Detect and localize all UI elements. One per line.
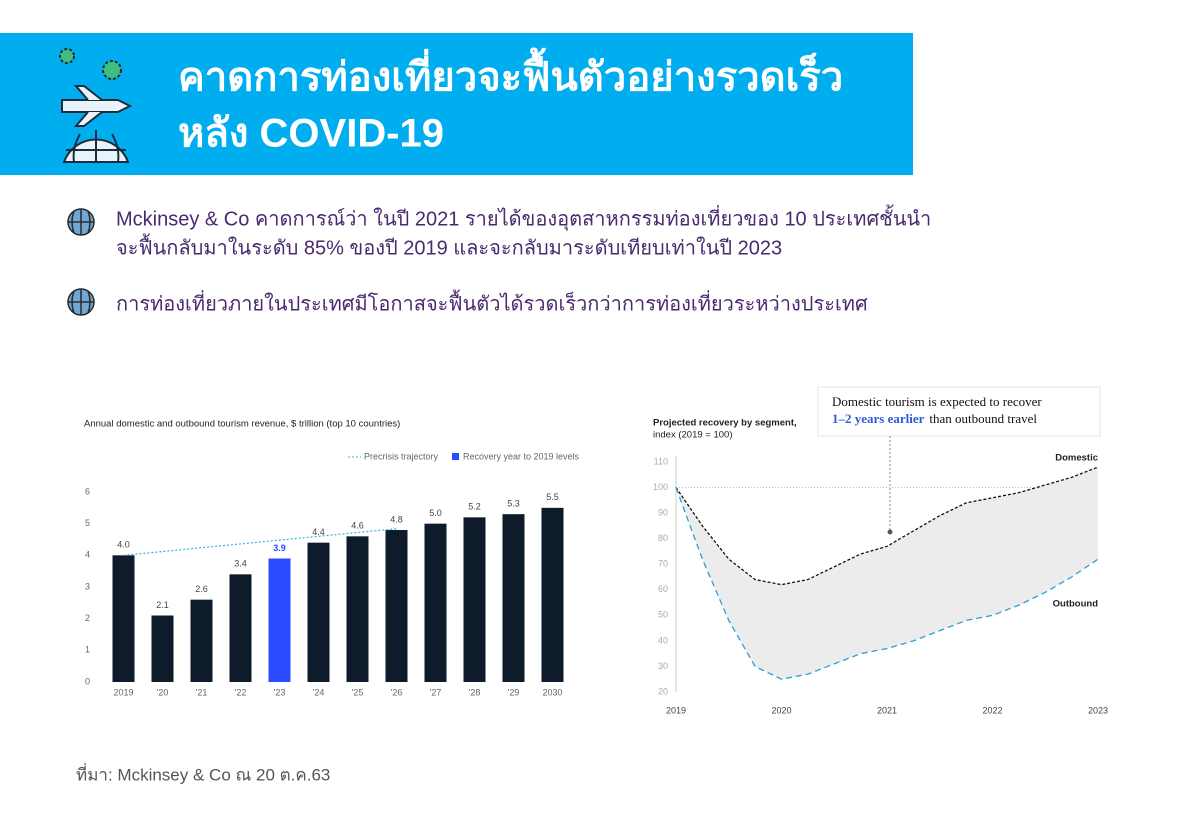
y-tick-label: 0 [85, 676, 90, 686]
value-label: 4.4 [312, 527, 325, 537]
y-tick-label: 110 [654, 456, 668, 466]
series-line [675, 487, 1099, 680]
x-tick-label: 2030 [542, 687, 562, 697]
title-line: หลัง COVID-19 [178, 112, 444, 156]
value-label: 4.6 [351, 521, 364, 531]
bar [112, 555, 135, 682]
y-tick-label: 5 [85, 518, 90, 528]
bar [151, 615, 174, 682]
annotation: Domestic tourism is expected to recover [832, 394, 1042, 409]
bullet-icon [67, 288, 95, 316]
legend-label: Recovery year to 2019 levels [463, 451, 580, 461]
x-tick-label: '22 [235, 687, 247, 697]
header-icon [59, 48, 133, 163]
bar [346, 536, 369, 682]
series-line [675, 466, 1099, 586]
x-tick-label: 2021 [877, 705, 897, 715]
x-tick-label: '28 [469, 687, 481, 697]
bar [307, 542, 330, 682]
bar [229, 574, 252, 682]
x-tick-label: '25 [352, 687, 364, 697]
annotation-emphasis: 1–2 years earlier [832, 411, 925, 426]
y-tick-label: 80 [658, 533, 668, 543]
header-band [0, 33, 913, 175]
y-tick-label: 40 [658, 635, 668, 645]
value-label: 2.6 [195, 584, 208, 594]
value-label: 5.5 [546, 492, 559, 502]
x-tick-label: '23 [274, 687, 286, 697]
bullet-text: Mckinsey & Co คาดการณ์ว่า ในปี 2021 รายไ… [116, 204, 931, 231]
x-tick-label: 2020 [771, 705, 791, 715]
value-label: 5.3 [507, 499, 520, 509]
bar [424, 523, 447, 682]
trajectory-line [123, 528, 397, 556]
value-label: 4.0 [117, 540, 130, 550]
y-tick-label: 20 [658, 686, 668, 696]
value-label: 3.4 [234, 559, 247, 569]
bullet-icon [67, 208, 95, 236]
legend-label: Precrisis trajectory [364, 451, 439, 461]
chart-title: Annual domestic and outbound tourism rev… [84, 419, 400, 430]
bullet-text: จะฟื้นกลับมาในระดับ 85% ของปี 2019 และจะ… [116, 233, 782, 259]
annotation: than outbound travel [929, 411, 1037, 426]
source: ที่มา: Mckinsey & Co ณ 20 ต.ค.63 [76, 762, 330, 784]
x-tick-label: 2019 [113, 687, 133, 697]
y-tick-label: 2 [85, 613, 90, 623]
x-tick-label: '26 [391, 687, 403, 697]
y-tick-label: 3 [85, 581, 90, 591]
value-label: 4.8 [390, 514, 403, 524]
y-tick-label: 50 [658, 610, 668, 620]
bar [190, 599, 213, 682]
x-tick-label: 2022 [982, 705, 1002, 715]
x-tick-label: 2023 [1088, 705, 1108, 715]
bar [385, 530, 408, 682]
y-tick-label: 4 [85, 550, 90, 560]
y-tick-label: 1 [85, 645, 90, 655]
chart-title: Projected recovery by segment, [653, 418, 797, 429]
series-label: Domestic [1055, 453, 1098, 464]
x-tick-label: '21 [196, 687, 208, 697]
value-label: 5.2 [468, 502, 481, 512]
bullet-text: การท่องเที่ยวภายในประเทศมีโอกาสจะฟื้นตัว… [116, 289, 868, 315]
value-label: 5.0 [429, 508, 442, 518]
chart-subtitle: index (2019 = 100) [653, 430, 733, 441]
x-tick-label: '20 [157, 687, 169, 697]
y-tick-label: 60 [658, 584, 668, 594]
x-tick-label: '29 [508, 687, 520, 697]
value-label: 2.1 [156, 600, 169, 610]
y-tick-label: 90 [658, 507, 668, 517]
y-tick-label: 70 [658, 559, 668, 569]
x-tick-label: '24 [313, 687, 325, 697]
bar [541, 507, 564, 682]
title-line: คาดการท่องเที่ยวจะฟื้นตัวอย่างรวดเร็ว [178, 48, 843, 100]
y-tick-label: 6 [85, 486, 90, 496]
y-tick-label: 100 [653, 482, 668, 492]
y-tick-label: 30 [658, 661, 668, 671]
gap-area [676, 467, 1098, 680]
annotation-box [817, 386, 1101, 437]
bar [268, 558, 291, 682]
bar [463, 517, 486, 682]
annotation-dot [887, 529, 893, 535]
value-label: 3.9 [273, 543, 286, 553]
x-tick-label: '27 [430, 687, 442, 697]
legend-swatch [452, 453, 459, 460]
x-tick-label: 2019 [666, 705, 686, 715]
annotation: 1–2 years earlier than outbound travel [832, 411, 1037, 426]
bar [502, 514, 525, 682]
series-label: Outbound [1053, 599, 1099, 610]
